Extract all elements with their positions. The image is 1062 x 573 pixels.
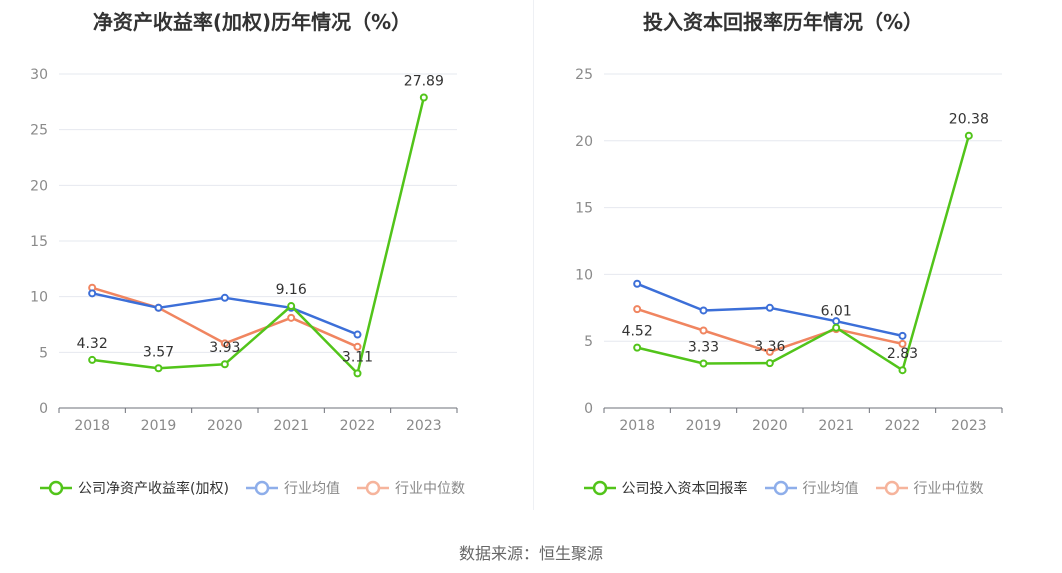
legend-average-marker-icon <box>764 480 797 496</box>
x-tick-label: 2019 <box>141 418 177 434</box>
x-tick-label: 2023 <box>406 418 442 434</box>
data-point-company <box>220 360 229 369</box>
x-tick-label: 2022 <box>340 418 376 434</box>
legend-median-marker-icon <box>356 480 389 496</box>
y-tick-label: 0 <box>584 401 593 417</box>
data-point-median <box>898 339 907 348</box>
legend-item-average-roe[interactable]: 行业均值 <box>245 478 340 498</box>
data-point-average <box>633 279 642 288</box>
data-point-company <box>287 302 296 311</box>
data-label: 3.11 <box>342 349 373 365</box>
data-label: 3.33 <box>688 340 719 356</box>
data-point-median <box>287 313 296 322</box>
data-point-average <box>154 303 163 312</box>
y-tick-label: 25 <box>30 123 48 139</box>
x-tick-label: 2023 <box>951 418 987 434</box>
data-point-median <box>633 305 642 314</box>
data-label: 4.32 <box>77 336 108 352</box>
roe-chart-panel: 净资产收益率(加权)历年情况（%） 0 5 10 15 20 25 30 2018 2019 20… <box>0 0 531 520</box>
data-label: 27.89 <box>404 73 444 89</box>
y-tick-label: 25 <box>575 67 593 83</box>
data-point-company <box>88 355 97 364</box>
data-point-median <box>765 347 774 356</box>
legend-company-label: 公司投入资本回报率 <box>621 481 748 497</box>
data-point-company <box>964 131 973 140</box>
x-tick-label: 2018 <box>74 418 110 434</box>
data-point-average <box>699 306 708 315</box>
y-tick-label: 0 <box>39 401 48 417</box>
data-point-company <box>898 366 907 375</box>
data-point-median <box>220 339 229 348</box>
series-line-company <box>92 97 426 375</box>
legend-item-median-roe[interactable]: 行业中位数 <box>356 478 465 498</box>
data-point-company <box>633 343 642 352</box>
y-tick-label: 5 <box>39 345 48 361</box>
legend-company-label: 公司净资产收益率(加权) <box>78 481 229 497</box>
y-tick-label: 30 <box>30 67 48 83</box>
y-tick-label: 10 <box>30 290 48 306</box>
data-point-company <box>832 323 841 332</box>
data-label: 4.52 <box>622 324 653 340</box>
data-point-average <box>765 303 774 312</box>
x-tick-label: 2021 <box>818 418 854 434</box>
legend-median-marker-icon <box>875 480 908 496</box>
y-tick-label: 15 <box>30 234 48 250</box>
data-point-average <box>220 293 229 302</box>
data-source-note: 数据来源：恒生聚源 <box>458 544 603 563</box>
x-tick-label: 2020 <box>752 418 788 434</box>
legend-median-label: 行业中位数 <box>394 481 465 497</box>
data-label: 9.16 <box>276 282 307 298</box>
panel-divider <box>533 0 534 510</box>
data-label: 6.01 <box>821 304 852 320</box>
legend-average-label: 行业均值 <box>802 481 859 497</box>
data-point-company <box>419 93 428 102</box>
roic-chart-plot: 0 5 10 15 20 25 2018 2019 2020 2021 2022 2023 4.52 3.… <box>575 67 1003 434</box>
legend-item-company-roe[interactable]: 公司净资产收益率(加权) <box>39 478 229 498</box>
roic-chart-legend: 公司投入资本回报率 行业均值 行业中位数 <box>531 478 1035 498</box>
data-label: 3.36 <box>754 339 785 355</box>
data-point-average <box>88 289 97 298</box>
data-point-company <box>154 364 163 373</box>
x-tick-label: 2022 <box>885 418 921 434</box>
y-tick-label: 10 <box>575 267 593 283</box>
data-point-median <box>353 342 362 351</box>
y-tick-label: 15 <box>575 201 593 217</box>
series-line-company <box>636 135 971 372</box>
legend-item-average-roic[interactable]: 行业均值 <box>764 478 859 498</box>
roic-chart-title: 投入资本回报率历年情况（%） <box>642 10 924 34</box>
x-tick-label: 2021 <box>273 418 309 434</box>
legend-median-label: 行业中位数 <box>913 481 984 497</box>
y-tick-label: 5 <box>584 334 593 350</box>
roic-chart-panel: 投入资本回报率历年情况（%） 0 5 10 15 20 25 2018 2019 2020 202… <box>531 0 1062 520</box>
data-label: 3.93 <box>209 340 240 356</box>
data-point-company <box>765 359 774 368</box>
data-point-company <box>353 369 362 378</box>
data-point-average <box>353 330 362 339</box>
legend-item-median-roic[interactable]: 行业中位数 <box>875 478 984 498</box>
data-point-median <box>699 326 708 335</box>
data-point-company <box>699 359 708 368</box>
y-tick-label: 20 <box>575 134 593 150</box>
legend-item-company-roic[interactable]: 公司投入资本回报率 <box>583 478 748 498</box>
x-tick-label: 2018 <box>619 418 655 434</box>
legend-average-label: 行业均值 <box>283 481 340 497</box>
roe-chart-title: 净资产收益率(加权)历年情况（%） <box>92 10 412 34</box>
y-tick-label: 20 <box>30 178 48 194</box>
x-tick-label: 2019 <box>686 418 722 434</box>
data-point-average <box>898 331 907 340</box>
data-label: 3.57 <box>143 344 174 360</box>
legend-average-marker-icon <box>245 480 278 496</box>
legend-company-marker-icon <box>583 480 616 496</box>
legend-company-marker-icon <box>40 480 73 496</box>
roe-chart-plot: 0 5 10 15 20 25 30 2018 2019 2020 2021 2022 2023 4.32… <box>30 67 458 434</box>
x-tick-label: 2020 <box>207 418 243 434</box>
roe-chart-legend: 公司净资产收益率(加权) 行业均值 行业中位数 <box>0 478 504 498</box>
data-label: 2.83 <box>887 346 918 362</box>
data-label: 20.38 <box>949 112 989 128</box>
